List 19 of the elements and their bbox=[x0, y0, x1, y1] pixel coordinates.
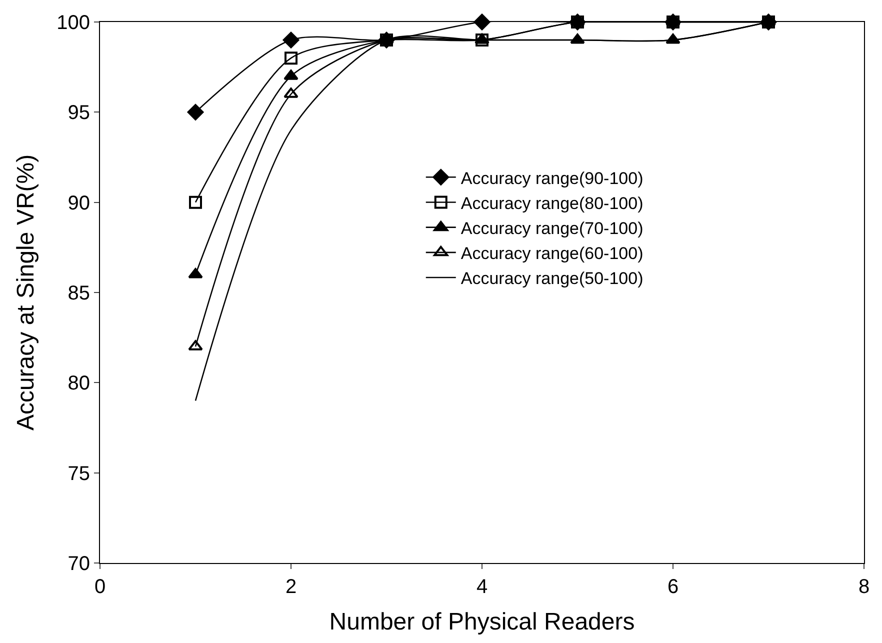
x-axis-title: Number of Physical Readers bbox=[329, 608, 635, 636]
legend-label: Accuracy range(70-100) bbox=[460, 218, 644, 238]
legend-label: Accuracy range(90-100) bbox=[460, 168, 644, 188]
x-tick-label: 2 bbox=[285, 576, 297, 598]
x-tick-label: 6 bbox=[667, 576, 679, 598]
legend-label: Accuracy range(50-100) bbox=[460, 269, 644, 288]
y-tick-label: 70 bbox=[68, 553, 90, 575]
y-tick-label: 85 bbox=[68, 282, 90, 304]
y-tick-label: 80 bbox=[68, 372, 90, 395]
x-tick-label: 0 bbox=[94, 576, 106, 598]
y-axis-title: Accuracy at Single VR(%) bbox=[12, 154, 40, 431]
y-tick-label: 100 bbox=[56, 12, 90, 34]
x-tick-label: 4 bbox=[476, 576, 488, 598]
y-tick-label: 95 bbox=[68, 102, 90, 124]
x-tick-label: 8 bbox=[858, 576, 870, 598]
y-tick-label: 90 bbox=[68, 192, 90, 214]
y-tick-label: 75 bbox=[68, 462, 90, 485]
legend-label: Accuracy range(60-100) bbox=[460, 244, 644, 264]
legend-label: Accuracy range(80-100) bbox=[460, 194, 644, 213]
